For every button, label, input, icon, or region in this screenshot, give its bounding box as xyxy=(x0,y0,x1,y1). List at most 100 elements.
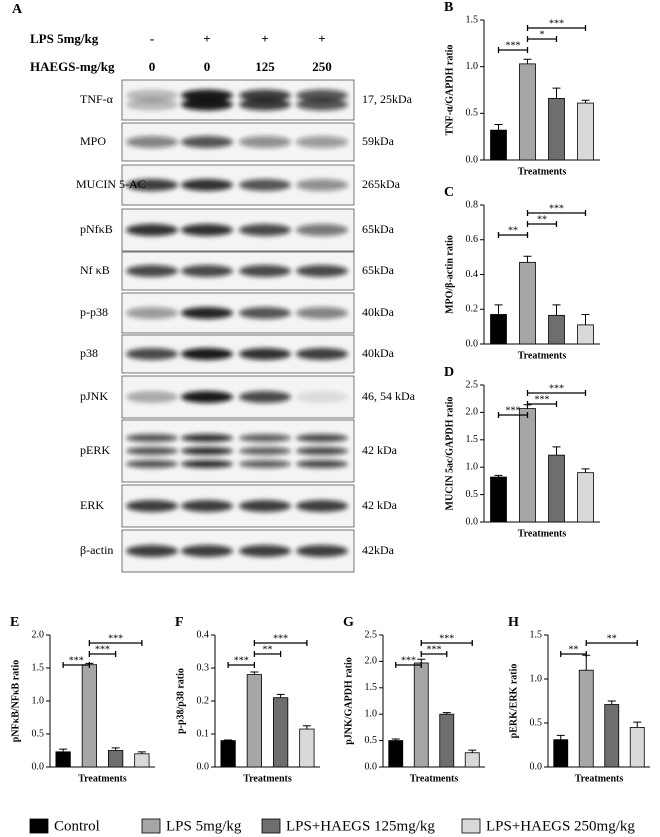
blot-bands xyxy=(126,307,348,319)
blot-band xyxy=(296,98,348,111)
significance-label: ** xyxy=(537,214,547,225)
bar xyxy=(577,324,594,345)
bar xyxy=(413,662,429,768)
significance-bracket xyxy=(62,662,91,668)
error-bar xyxy=(523,58,532,64)
blot-band xyxy=(126,179,178,191)
condition-value: 0 xyxy=(204,59,211,74)
panel-label: A xyxy=(12,2,23,17)
error-bar xyxy=(494,304,503,315)
significance-label: ** xyxy=(569,644,579,655)
bar xyxy=(578,669,594,768)
blot-band xyxy=(181,460,233,468)
y-tick-label: 2.5 xyxy=(466,379,479,390)
significance-bracket xyxy=(395,662,422,668)
y-tick-label: 1.5 xyxy=(32,662,45,673)
bar xyxy=(490,129,507,161)
y-axis-label: pJNK/GAPDH ratio xyxy=(343,657,354,745)
error-bar xyxy=(552,304,561,316)
legend-label: LPS 5mg/kg xyxy=(166,818,242,834)
blot-band xyxy=(181,447,233,455)
bar xyxy=(577,472,594,523)
bar xyxy=(548,98,565,161)
error-bar xyxy=(276,693,285,698)
bar xyxy=(577,102,594,161)
blot-band xyxy=(181,136,233,148)
significance-bracket xyxy=(585,640,638,646)
y-axis-label: MPO/β-actin ratio xyxy=(444,235,455,314)
blot-band xyxy=(181,391,233,403)
x-axis-label: Treatments xyxy=(518,166,567,177)
significance-bracket xyxy=(497,412,529,418)
bar xyxy=(273,697,289,768)
error-bar xyxy=(556,734,565,740)
size-label: 46, 54 kDa xyxy=(362,389,416,403)
blot-band xyxy=(239,136,291,148)
x-axis-label: Treatments xyxy=(575,773,624,784)
y-tick-label: 1.0 xyxy=(466,461,479,472)
y-tick-label: 0.0 xyxy=(32,761,45,772)
blot-bands xyxy=(126,391,348,403)
significance-label: *** xyxy=(234,655,249,666)
bar xyxy=(439,713,455,768)
blot-bands xyxy=(126,434,348,468)
panel-label: G xyxy=(343,615,354,630)
bar xyxy=(548,454,565,523)
bar xyxy=(519,261,536,345)
significance-label: *** xyxy=(506,40,521,51)
bar xyxy=(55,751,71,768)
blot-band xyxy=(126,224,178,236)
blot-band xyxy=(296,391,348,403)
bar xyxy=(553,739,569,768)
bar xyxy=(604,704,620,768)
x-axis-label: Treatments xyxy=(518,528,567,539)
blot-band xyxy=(239,307,291,319)
y-tick-label: 0.5 xyxy=(530,717,543,728)
protein-label: pJNK xyxy=(80,389,108,403)
significance-label: *** xyxy=(535,394,550,405)
y-tick-label: 2.0 xyxy=(32,629,45,640)
y-tick-label: 0.3 xyxy=(197,662,210,673)
y-axis-label: pNFκB/NFκB ratio xyxy=(10,660,21,743)
blot-band xyxy=(181,434,233,442)
protein-label: MPO xyxy=(80,134,106,148)
y-tick-label: 0.5 xyxy=(32,728,45,739)
blot-band xyxy=(181,348,233,360)
y-tick-label: 0.5 xyxy=(466,489,479,500)
protein-label: pERK xyxy=(80,443,110,457)
error-bar xyxy=(581,468,590,473)
error-bar xyxy=(250,671,259,675)
protein-label: ERK xyxy=(80,498,104,512)
y-tick-label: 0.0 xyxy=(197,761,210,772)
blot-band xyxy=(296,545,348,557)
condition-value: 0 xyxy=(149,59,156,74)
panel-label: B xyxy=(444,0,453,15)
blot-band xyxy=(181,500,233,512)
blot-band xyxy=(126,89,178,102)
bar xyxy=(629,727,645,768)
bar xyxy=(490,314,507,345)
significance-label: ** xyxy=(263,644,273,655)
significance-label: *** xyxy=(549,383,564,394)
blot-bands xyxy=(126,500,348,512)
blot-band xyxy=(126,460,178,468)
error-bar xyxy=(137,751,146,754)
significance-label: *** xyxy=(439,633,454,644)
error-bar xyxy=(581,99,590,104)
y-tick-label: 1.0 xyxy=(530,673,543,684)
error-bar xyxy=(582,654,591,671)
significance-label: *** xyxy=(69,655,84,666)
error-bar xyxy=(224,739,233,741)
significance-label: *** xyxy=(549,18,564,29)
protein-label: Nf κB xyxy=(80,263,110,277)
error-bar xyxy=(494,124,503,131)
x-axis-label: Treatments xyxy=(78,773,127,784)
protein-label: β-actin xyxy=(80,543,113,557)
significance-bracket xyxy=(526,210,587,216)
error-bar xyxy=(552,87,561,99)
y-tick-label: 0.0 xyxy=(530,761,543,772)
error-bar xyxy=(59,748,68,752)
blot-band xyxy=(239,224,291,236)
y-axis-label: p-p38/p38 ratio xyxy=(175,668,186,734)
significance-label: *** xyxy=(273,633,288,644)
